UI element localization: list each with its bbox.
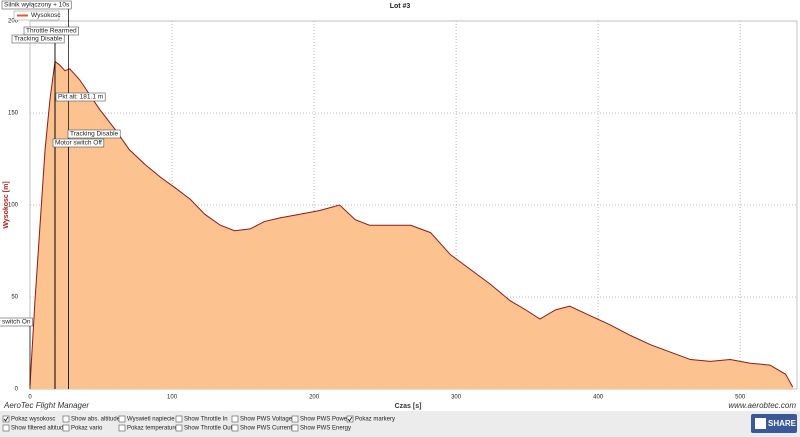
checkbox-label[interactable]: Pokaz markery xyxy=(355,417,395,423)
legend-box xyxy=(13,10,60,21)
checkbox[interactable] xyxy=(62,415,70,423)
share-label[interactable]: SHARE xyxy=(768,419,797,428)
y-tick-label: 100 xyxy=(8,203,19,209)
checkbox-label[interactable]: Pokaz vario xyxy=(71,426,103,432)
y-tick-label: 50 xyxy=(11,295,18,301)
x-tick-label: 0 xyxy=(28,395,32,401)
checkbox-label[interactable]: Show PWS Power xyxy=(300,417,349,423)
checkbox[interactable] xyxy=(346,415,354,423)
plot: 0 50 100 150 200 0 100 200 300 400 500 Wysokosc Siln… xyxy=(0,0,798,401)
checkbox[interactable] xyxy=(118,424,126,432)
x-tick-label: 400 xyxy=(593,395,604,401)
area-fill xyxy=(30,61,793,389)
options-panel xyxy=(0,411,800,437)
x-tick-label: 100 xyxy=(167,395,178,401)
x-tick-label: 500 xyxy=(735,395,746,401)
annotation: Tracking Disable xyxy=(14,36,63,43)
checkbox[interactable] xyxy=(291,415,299,423)
checkmark xyxy=(3,416,9,422)
x-tick-label: 200 xyxy=(309,395,320,401)
legend-label: Wysokosc xyxy=(31,12,61,19)
site-link[interactable]: www.aerobtec.com xyxy=(728,401,796,410)
chart-title: Lot #3 xyxy=(390,3,411,10)
y-tick-label: 0 xyxy=(15,387,19,393)
y-tick-label: 150 xyxy=(8,111,19,117)
checkbox[interactable] xyxy=(2,424,10,432)
checkbox[interactable] xyxy=(118,415,126,423)
checkbox[interactable] xyxy=(62,424,70,432)
checkbox-label[interactable]: Show PWS Voltage xyxy=(240,417,293,423)
checkbox-label[interactable]: Wyswietl napiecie xyxy=(127,417,175,423)
annotation: Motor switch Off xyxy=(55,140,102,147)
annotation: Pkt alt: 181.1 m xyxy=(58,94,103,101)
annotation-box xyxy=(67,129,121,139)
annotation: Tracking Disable xyxy=(70,131,119,138)
x-axis-label: Czas [s] xyxy=(395,403,422,410)
checkbox[interactable] xyxy=(231,415,239,423)
area-line xyxy=(29,60,794,388)
checkbox-label[interactable]: Show abs. altitude xyxy=(71,417,121,423)
annotation: Silnik wyłączony + 10s xyxy=(4,2,70,9)
checkbox-label[interactable]: Pokaz temperature xyxy=(127,426,178,432)
checkbox-label[interactable]: Show PWS Energy xyxy=(300,426,351,432)
app-name: AeroTec Flight Manager xyxy=(3,401,89,410)
checkbox[interactable] xyxy=(175,415,183,423)
checkbox[interactable] xyxy=(2,415,10,423)
annotation-box xyxy=(52,138,105,148)
annotation-box xyxy=(55,92,106,102)
x-tick-label: 300 xyxy=(451,395,462,401)
annotation-box xyxy=(1,0,72,10)
y-tick-label: 200 xyxy=(8,19,19,25)
checkbox-label[interactable]: Pokaz wysokosc xyxy=(11,417,55,423)
share-icon xyxy=(755,418,766,429)
checkbox-label[interactable]: Show Throttle Out xyxy=(184,426,233,432)
checkbox[interactable] xyxy=(175,424,183,432)
checkbox-label[interactable]: Show Throttle In xyxy=(184,417,228,423)
annotation-box xyxy=(11,34,65,44)
annotation-box xyxy=(0,317,33,327)
checkbox[interactable] xyxy=(291,424,299,432)
annotation: Throttle Rearmed xyxy=(26,28,77,35)
checkbox-label[interactable]: Show filtered altitude xyxy=(11,426,67,432)
checkmark xyxy=(347,416,353,422)
checkbox-label[interactable]: Show PWS Current xyxy=(240,426,292,432)
annotation: r switch On xyxy=(0,319,31,326)
y-axis-label: Wysokosc [m] xyxy=(3,181,10,228)
share-button[interactable]: SHARE xyxy=(751,414,797,433)
checkbox[interactable] xyxy=(231,424,239,432)
